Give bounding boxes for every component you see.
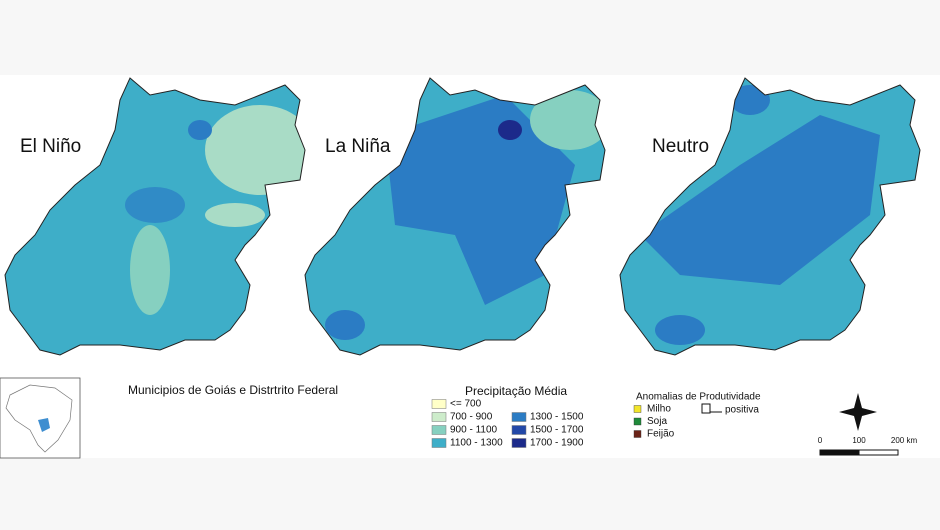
- positive-symbol: [701, 403, 711, 414]
- legend-swatch: [633, 405, 642, 413]
- scale-label: 0: [818, 436, 823, 445]
- legend-swatch: [431, 399, 447, 409]
- scale-label: 200 km: [891, 436, 918, 445]
- map-title: Neutro: [652, 136, 709, 157]
- legend-title: Precipitação Média: [465, 384, 567, 398]
- scale-label: 100: [852, 436, 866, 445]
- caption: Municipios de Goiás e Distrtrito Federal: [128, 383, 338, 397]
- legend-label: Soja: [647, 416, 667, 427]
- legend-swatch: [511, 412, 527, 422]
- legend-label: 1300 - 1500: [530, 412, 584, 423]
- legend-swatch: [431, 412, 447, 422]
- legend-swatch: [511, 438, 527, 448]
- legend-label: 700 - 900: [450, 412, 493, 423]
- productivity-legend: Anomalias de Produtividade positiva Milh…: [633, 392, 761, 440]
- legend-swatch: [431, 425, 447, 435]
- legend-label: Milho: [647, 404, 671, 415]
- legend-label: Feijão: [647, 429, 675, 440]
- map-title: El Niño: [20, 136, 81, 157]
- legend-label: 1500 - 1700: [530, 425, 584, 436]
- map-la-nina: La Niña: [304, 77, 606, 356]
- north-arrow: [839, 393, 877, 431]
- map-el-nino: El Niño: [4, 77, 306, 356]
- legend-label: 1100 - 1300: [450, 438, 503, 449]
- legend-label: 900 - 1100: [450, 425, 498, 436]
- precipitation-legend: Precipitação Média <= 700 700 - 900 900 - …: [431, 384, 584, 449]
- legend-label: 1700 - 1900: [530, 438, 584, 449]
- positive-label: positiva: [725, 405, 759, 416]
- legend-label: <= 700: [450, 399, 482, 410]
- scale-bar: 0 100 200 km: [818, 436, 918, 456]
- legend-swatch: [633, 417, 642, 426]
- legend-swatch: [633, 430, 642, 438]
- legend-swatch: [511, 425, 527, 435]
- map-title: La Niña: [325, 136, 391, 157]
- legend-swatch: [431, 438, 447, 448]
- inset-map: [0, 377, 81, 459]
- legend-title: Anomalias de Produtividade: [636, 392, 761, 403]
- map-neutro: Neutro: [619, 77, 921, 356]
